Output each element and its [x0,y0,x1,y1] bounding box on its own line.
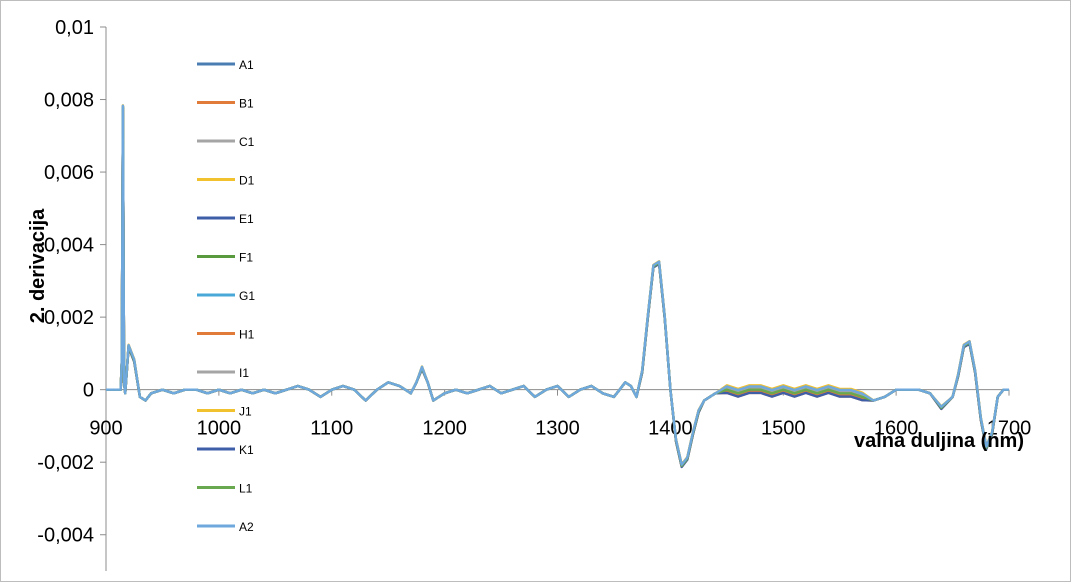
legend-label-k1: K1 [239,443,254,457]
legend-label-a2: A2 [239,520,254,534]
legend-label-d1: D1 [239,174,255,188]
legend-label-c1: C1 [239,135,255,149]
x-tick-label: 1200 [422,418,467,440]
y-tick-label: 0,006 [44,162,94,184]
x-tick-label: 1000 [197,418,242,440]
legend-label-l1: L1 [239,482,253,496]
legend-label-e1: E1 [239,212,254,226]
y-tick-label: 0 [83,380,94,402]
series-line-a2 [106,104,1009,466]
x-tick-label: 1700 [987,418,1032,440]
y-tick-label: -0,004 [37,525,94,547]
x-tick-label: 1100 [310,418,353,440]
x-tick-label: 1300 [535,418,580,440]
x-tick-label: 900 [89,418,122,440]
legend-label-g1: G1 [239,289,255,303]
y-tick-label: -0,002 [37,452,94,474]
legend-label-j1: J1 [239,405,252,419]
y-tick-label: 0,002 [44,307,94,329]
legend-label-b1: B1 [239,97,254,111]
x-tick-label: 1400 [648,418,693,440]
legend-label-h1: H1 [239,328,255,342]
y-tick-label: 0,008 [44,90,94,112]
legend-label-i1: I1 [239,366,249,380]
y-axis-title: 2. derivacija [27,208,49,323]
x-tick-label: 1500 [761,418,806,440]
y-tick-label: 0,004 [44,235,94,257]
y-tick-label: 0,01 [55,17,94,39]
legend-label-a1: A1 [239,58,254,72]
x-axis-title: valna duljina (nm) [854,430,1024,452]
legend-label-f1: F1 [239,251,253,265]
x-tick-label: 1600 [874,418,919,440]
